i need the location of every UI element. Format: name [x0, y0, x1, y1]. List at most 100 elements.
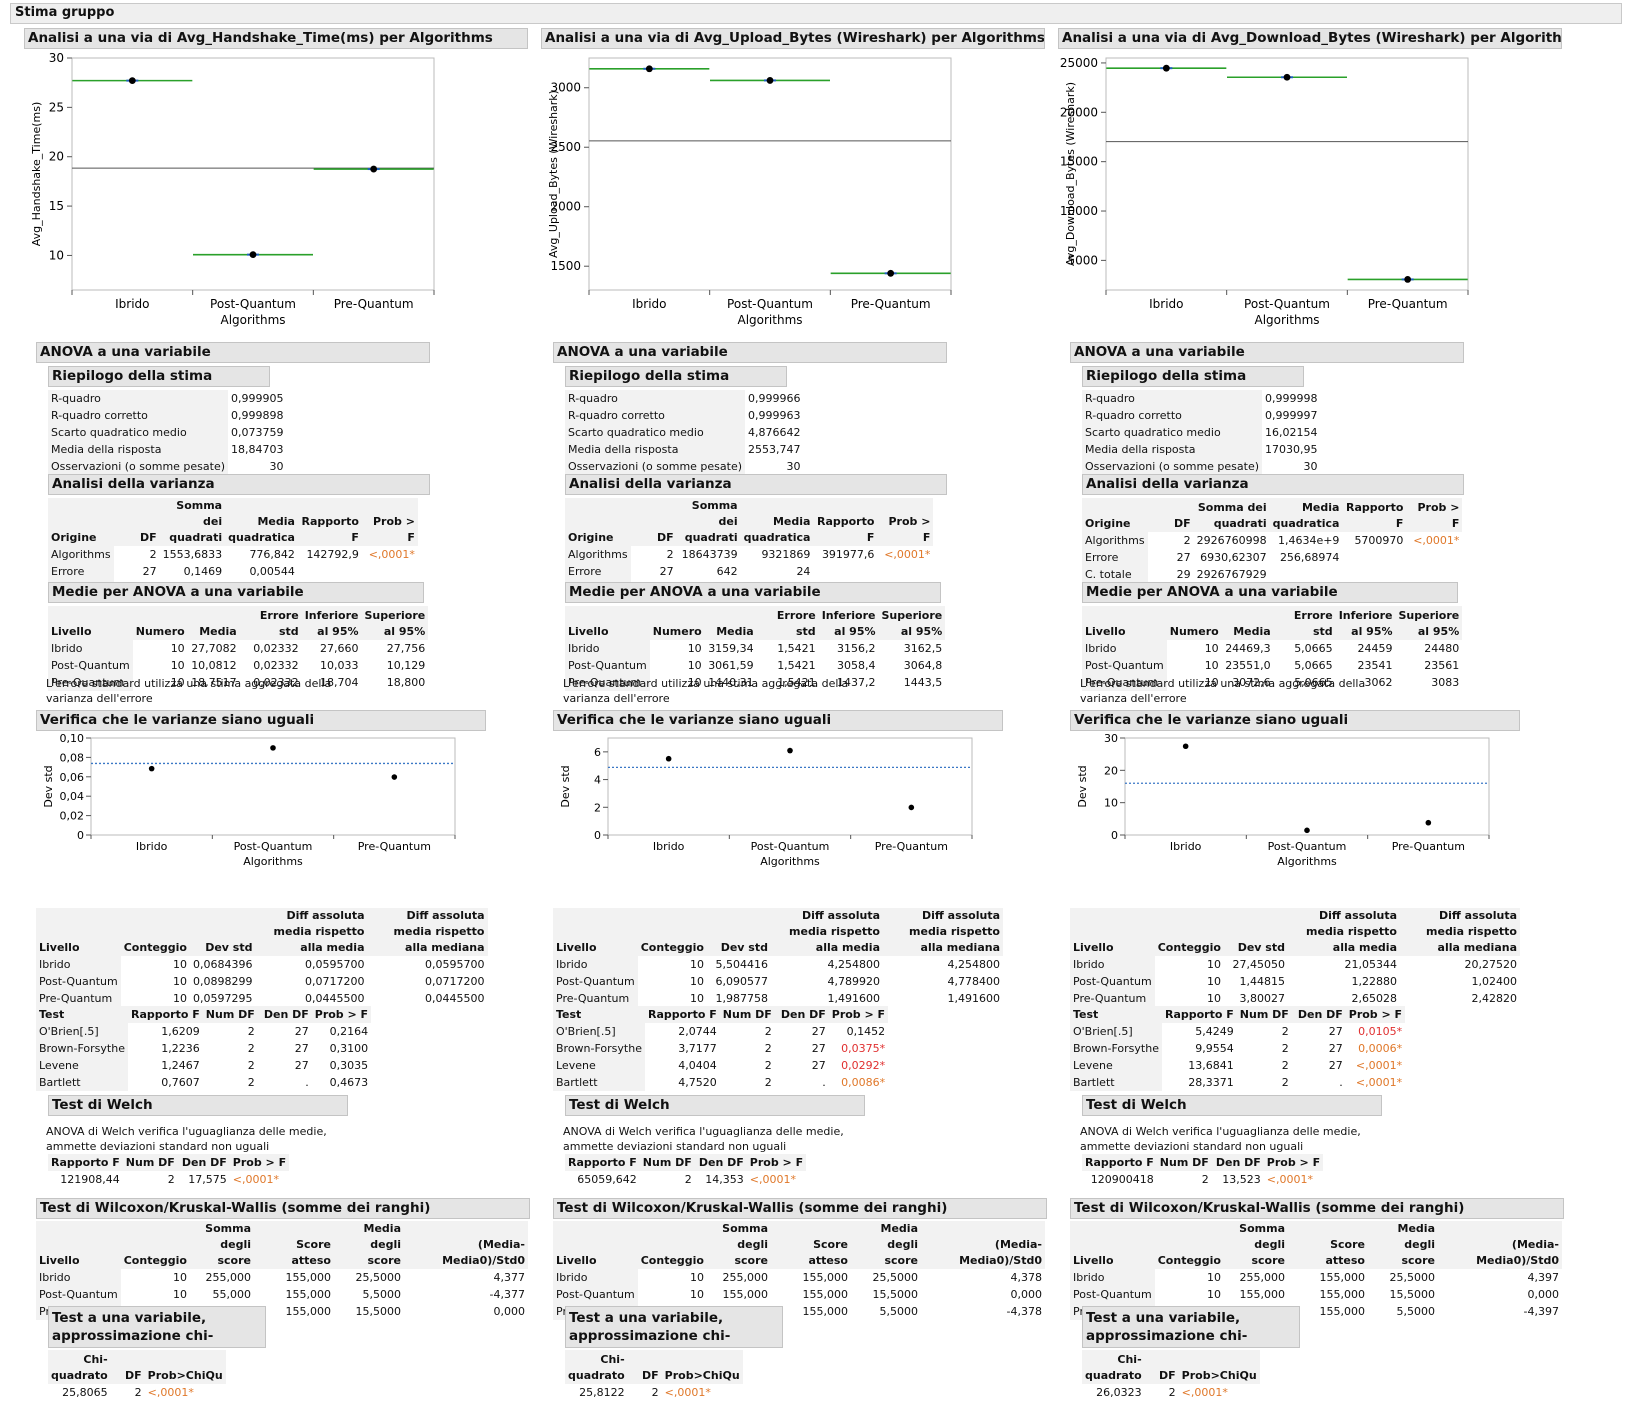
- levels-level: Ibrido: [553, 956, 638, 973]
- summary-header[interactable]: Riepilogo della stima: [1082, 366, 1304, 387]
- wilcoxon-head: Livello Conteggio Somma degli score Score a…: [553, 1221, 1045, 1269]
- chi-header[interactable]: Test a una variabile, approssimazione ch…: [565, 1306, 783, 1348]
- summary-row: R-quadro corretto 0,999963: [565, 407, 804, 424]
- tests-row: O'Brien[.5] 2,0744 2 27 0,1452: [553, 1023, 888, 1040]
- tests-col-head: Test: [1070, 1006, 1162, 1023]
- summary-label: Media della risposta: [48, 441, 229, 458]
- wilcoxon-col-head: Somma degli score: [1224, 1221, 1288, 1269]
- variance-cell: [1406, 549, 1462, 566]
- levels-row: Pre-Quantum 10 1,987758 1,491600 1,491600: [553, 990, 1003, 1007]
- wilcoxon-header[interactable]: Test di Wilcoxon/Kruskal-Wallis (somme d…: [1070, 1198, 1564, 1219]
- x-tick-label: Pre-Quantum: [1368, 297, 1448, 311]
- y-axis-label: Avg_Handshake_Time(ms): [30, 102, 43, 246]
- levels-head: Livello Conteggio Dev std Diff assoluta med…: [553, 908, 1003, 956]
- chi-header[interactable]: Test a una variabile, approssimazione ch…: [1082, 1306, 1300, 1348]
- welch-table: Rapporto F Num DF Den DF Prob > F 120900418 2…: [1082, 1154, 1324, 1188]
- tests-cell: 2: [247, 1041, 255, 1055]
- summary-label: Scarto quadratico medio: [565, 424, 746, 441]
- wilcoxon-cell: 155,000: [802, 1270, 849, 1284]
- test-name: Levene: [36, 1057, 128, 1074]
- means-header[interactable]: Medie per ANOVA a una variabile: [1082, 582, 1458, 603]
- anova-header[interactable]: ANOVA a una variabile: [553, 342, 947, 363]
- summary-value: 30: [786, 459, 801, 473]
- wilcoxon-header[interactable]: Test di Wilcoxon/Kruskal-Wallis (somme d…: [36, 1198, 530, 1219]
- means-head: Livello Numero Media Errore std Inferiore al…: [48, 606, 429, 640]
- means-col-head: Livello: [565, 606, 650, 640]
- means-cell: 3156,2: [837, 641, 876, 655]
- summary-row: Osservazioni (o somme pesate) 30: [48, 458, 287, 475]
- levels-col-head: Diff assoluta media rispetto alla media: [1288, 908, 1400, 956]
- means-header[interactable]: Medie per ANOVA a una variabile: [48, 582, 424, 603]
- wilcoxon-cell: 5,5000: [1396, 1304, 1436, 1318]
- welch-col-head: Prob > F: [1263, 1154, 1324, 1171]
- tests-col-head: Num DF: [719, 1006, 775, 1023]
- levels-level: Pre-Quantum: [553, 990, 638, 1007]
- analysis-title[interactable]: Analisi a una via di Avg_Download_Bytes …: [1058, 28, 1562, 49]
- levels-row: Ibrido 10 0,0684396 0,0595700 0,0595700: [36, 956, 488, 973]
- means-cell: 0,02332: [253, 675, 299, 689]
- welch-header[interactable]: Test di Welch: [565, 1095, 865, 1116]
- tests-cell: 1,6209: [161, 1024, 200, 1038]
- wilcoxon-head: Livello Conteggio Somma degli score Score a…: [36, 1221, 528, 1269]
- levels-cell: 2,42820: [1471, 991, 1518, 1005]
- wilcoxon-header[interactable]: Test di Wilcoxon/Kruskal-Wallis (somme d…: [553, 1198, 1047, 1219]
- test-name: Bartlett: [1070, 1074, 1162, 1091]
- tests-cell: 27: [811, 1024, 826, 1038]
- means-header[interactable]: Medie per ANOVA a una variabile: [565, 582, 941, 603]
- means-col-head: Inferiore al 95%: [818, 606, 879, 640]
- welch-cell: <,0001*: [232, 1172, 279, 1186]
- welch-row: 121908,44 2 17,575 <,0001*: [48, 1171, 289, 1188]
- variance-cell: [877, 563, 933, 580]
- summary-label: R-quadro corretto: [1082, 407, 1263, 424]
- x-tick-label: Pre-Quantum: [358, 840, 431, 853]
- eqvar-header[interactable]: Verifica che le varianze siano uguali: [36, 710, 486, 731]
- variance-col-head: Rapporto F: [813, 498, 878, 546]
- anova-header[interactable]: ANOVA a una variabile: [36, 342, 430, 363]
- wilcoxon-col-head: Somma degli score: [707, 1221, 771, 1269]
- analysis-title[interactable]: Analisi a una via di Avg_Handshake_Time(…: [24, 28, 528, 49]
- levels-cell: 5,504416: [715, 957, 769, 971]
- anova-header[interactable]: ANOVA a una variabile: [1070, 342, 1464, 363]
- tests-cell: 27: [294, 1041, 309, 1055]
- means-table: Livello Numero Media Errore std Inferiore al…: [565, 606, 946, 691]
- eqvar-header[interactable]: Verifica che le varianze siano uguali: [1070, 710, 1520, 731]
- variance-header[interactable]: Analisi della varianza: [1082, 474, 1464, 495]
- tests-cell: 1,2236: [161, 1041, 200, 1055]
- summary-header[interactable]: Riepilogo della stima: [48, 366, 270, 387]
- tests-col-head: Rapporto F: [644, 1006, 720, 1023]
- means-cell: 10: [170, 658, 185, 672]
- variance-cell: 24: [796, 564, 811, 578]
- welch-header[interactable]: Test di Welch: [1082, 1095, 1382, 1116]
- tests-cell: 27: [1328, 1058, 1343, 1072]
- variance-header[interactable]: Analisi della varianza: [48, 474, 430, 495]
- y-tick-label: 20: [49, 150, 64, 164]
- welch-header[interactable]: Test di Welch: [48, 1095, 348, 1116]
- variance-cell: 1553,6833: [162, 547, 223, 561]
- welch-col-head: Num DF: [1156, 1154, 1212, 1171]
- analysis-title[interactable]: Analisi a una via di Avg_Upload_Bytes (W…: [541, 28, 1045, 49]
- variance-cell: 5700970: [1354, 533, 1404, 547]
- variance-header[interactable]: Analisi della varianza: [565, 474, 947, 495]
- levels-col-head: Diff assoluta media rispetto alla median…: [883, 908, 1003, 956]
- tests-cell: 2: [1281, 1058, 1289, 1072]
- levels-col-head: Dev std: [190, 908, 256, 956]
- means-cell: 10: [1204, 675, 1219, 689]
- variance-row: Errore 27 642 24: [565, 563, 933, 580]
- y-tick-label: 30: [49, 51, 64, 65]
- chi-col-head: Prob>ChiQu: [144, 1350, 226, 1384]
- stddev-frame: [1124, 737, 1490, 836]
- chi-col-head: Chi-quadrato: [48, 1350, 111, 1384]
- variance-cell: 2: [666, 547, 674, 561]
- means-cell: 10: [170, 675, 185, 689]
- chi-header[interactable]: Test a una variabile, approssimazione ch…: [48, 1306, 266, 1348]
- eqvar-header[interactable]: Verifica che le varianze siano uguali: [553, 710, 1003, 731]
- welch-head: Rapporto F Num DF Den DF Prob > F: [565, 1154, 807, 1171]
- summary-header[interactable]: Riepilogo della stima: [565, 366, 787, 387]
- group-title[interactable]: Stima gruppo: [10, 3, 1622, 24]
- wilcoxon-cell: 15,5000: [1389, 1287, 1436, 1301]
- chi-cell: 2: [134, 1385, 142, 1399]
- variance-col-head: Origine: [1082, 498, 1148, 532]
- wilcoxon-cell: 155,000: [285, 1287, 332, 1301]
- variance-col-head: Media quadratica: [1269, 498, 1343, 532]
